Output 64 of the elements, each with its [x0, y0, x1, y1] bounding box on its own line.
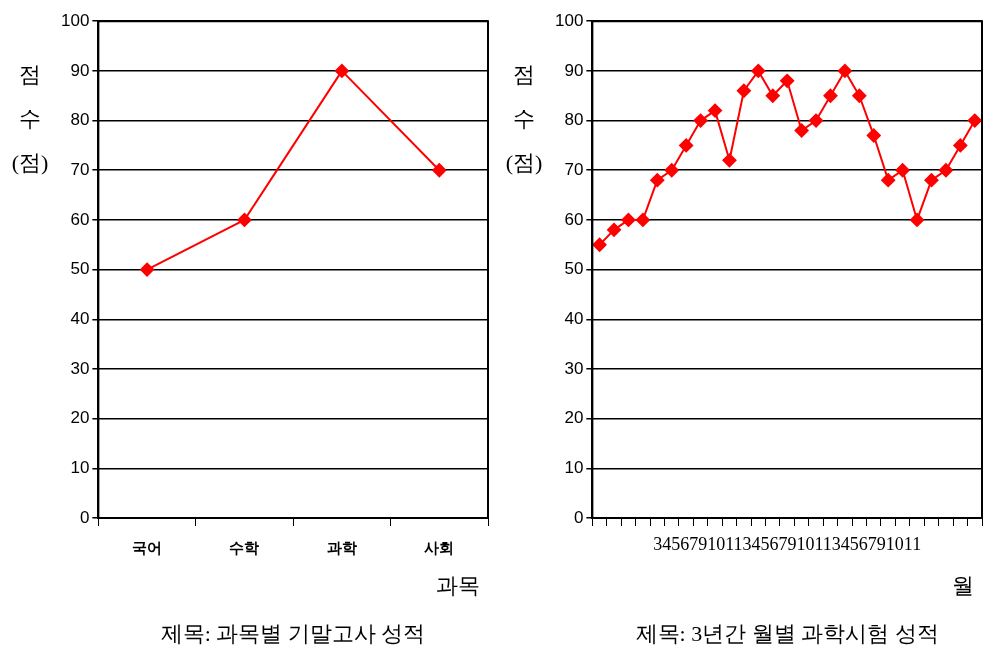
- point: [140, 262, 155, 277]
- y-axis-title: 점수(점): [11, 61, 49, 175]
- y-tick-label: 50: [564, 259, 584, 279]
- y-tick-label: 40: [70, 308, 90, 328]
- point: [237, 212, 252, 227]
- y-tick-label: 90: [564, 60, 584, 80]
- point: [693, 113, 708, 128]
- y-tick-label: 70: [564, 159, 584, 179]
- y-tick-label: 100: [554, 10, 584, 30]
- point: [837, 63, 852, 78]
- point: [924, 173, 939, 188]
- point: [910, 212, 925, 227]
- point: [607, 222, 622, 237]
- x-axis-title: 월: [952, 572, 974, 598]
- x-tick-label: 과학: [326, 539, 357, 557]
- point: [736, 83, 751, 98]
- point: [708, 103, 723, 118]
- point: [866, 128, 881, 143]
- y-tick-label: 10: [70, 458, 90, 478]
- point: [794, 123, 809, 138]
- point: [635, 212, 650, 227]
- point: [765, 88, 780, 103]
- y-tick-label: 50: [70, 259, 90, 279]
- y-tick-label: 0: [79, 507, 90, 527]
- point: [895, 163, 910, 178]
- y-tick-label: 90: [70, 60, 90, 80]
- point: [650, 173, 665, 188]
- point: [953, 138, 968, 153]
- y-tick-label: 10: [564, 458, 584, 478]
- y-tick-label: 0: [573, 507, 584, 527]
- x-tick-label: 수학: [229, 539, 260, 557]
- point: [751, 63, 766, 78]
- y-tick-label: 70: [70, 159, 90, 179]
- y-tick-label: 80: [564, 110, 584, 130]
- point: [809, 113, 824, 128]
- point: [938, 163, 953, 178]
- y-axis-title: 점수(점): [505, 61, 543, 175]
- point: [334, 63, 349, 78]
- x-tick-label: 국어: [132, 539, 163, 557]
- x-axis-title: 과목: [436, 572, 480, 598]
- y-tick-label: 60: [564, 209, 584, 229]
- y-tick-label: 80: [70, 110, 90, 130]
- point: [780, 73, 795, 88]
- text: 345679101134567910113456791011: [653, 533, 922, 554]
- y-tick-label: 20: [564, 408, 584, 428]
- y-tick-label: 20: [70, 408, 90, 428]
- point: [881, 173, 896, 188]
- y-tick-label: 100: [60, 10, 90, 30]
- point: [823, 88, 838, 103]
- point: [664, 163, 679, 178]
- y-tick-label: 30: [70, 358, 90, 378]
- point: [852, 88, 867, 103]
- y-tick-label: 30: [564, 358, 584, 378]
- x-tick-label: 사회: [424, 539, 455, 557]
- y-tick-label: 60: [70, 209, 90, 229]
- y-tick-label: 40: [564, 308, 584, 328]
- text: 제목: 3년간 월별 과학시험 성적: [635, 620, 939, 646]
- point: [432, 163, 447, 178]
- point: [967, 113, 982, 128]
- point: [679, 138, 694, 153]
- point: [592, 237, 607, 252]
- point: [722, 153, 737, 168]
- point: [621, 212, 636, 227]
- text: 제목: 과목별 기말고사 성적: [160, 620, 426, 646]
